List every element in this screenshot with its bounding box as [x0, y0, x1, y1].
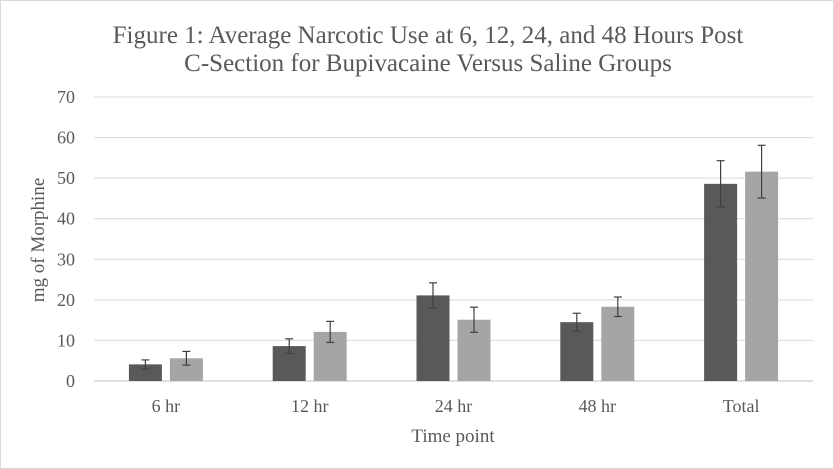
- x-tick-label: 24 hr: [435, 396, 473, 416]
- bar-series-2-6-hr: [169, 358, 203, 381]
- error-bar: [757, 144, 766, 199]
- gridlines: [94, 96, 813, 382]
- bars: [128, 171, 779, 381]
- x-tick-labels: 6 hr 12 hr 24 hr 48 hr Total: [152, 396, 760, 416]
- x-tick-label: 48 hr: [579, 396, 617, 416]
- bar-series-2-48-hr: [601, 306, 635, 381]
- x-axis-title: Time point: [411, 426, 495, 447]
- y-tick-label: 30: [57, 249, 75, 269]
- bar-series-1-24-hr: [416, 295, 450, 381]
- bar-series-2-total: [745, 171, 779, 381]
- error-bar: [572, 312, 581, 332]
- y-tick-label: 40: [57, 209, 75, 229]
- error-bar: [470, 306, 478, 333]
- error-bar: [141, 359, 150, 370]
- chart-title-line-2: C-Section for Bupivacaine Versus Saline …: [184, 50, 672, 77]
- chart-title-line-1: Figure 1: Average Narcotic Use at 6, 12,…: [113, 22, 744, 49]
- error-bar: [182, 350, 191, 366]
- y-tick-labels: 0 10 20 30 40 50 60 70: [57, 87, 75, 391]
- chart-title: Figure 1: Average Narcotic Use at 6, 12,…: [113, 22, 744, 77]
- y-tick-label: 10: [57, 330, 75, 350]
- x-tick-label: Total: [723, 396, 760, 416]
- error-bar: [716, 160, 725, 208]
- error-bar: [429, 282, 437, 309]
- error-bar: [326, 320, 335, 344]
- bar-series-1-total: [704, 183, 738, 381]
- bar-series-1-48-hr: [560, 322, 594, 381]
- error-bars: [141, 144, 766, 370]
- y-axis-title: mg of Morphine: [28, 178, 49, 303]
- y-tick-label: 20: [57, 290, 75, 310]
- y-tick-label: 0: [66, 371, 75, 391]
- y-tick-label: 70: [57, 87, 75, 107]
- error-bar: [613, 296, 622, 318]
- x-tick-label: 6 hr: [152, 396, 181, 416]
- error-bar: [285, 338, 294, 355]
- y-tick-label: 60: [57, 128, 75, 148]
- bar-series-1-6-hr: [128, 364, 162, 381]
- y-tick-label: 50: [57, 168, 75, 188]
- x-tick-label: 12 hr: [291, 396, 329, 416]
